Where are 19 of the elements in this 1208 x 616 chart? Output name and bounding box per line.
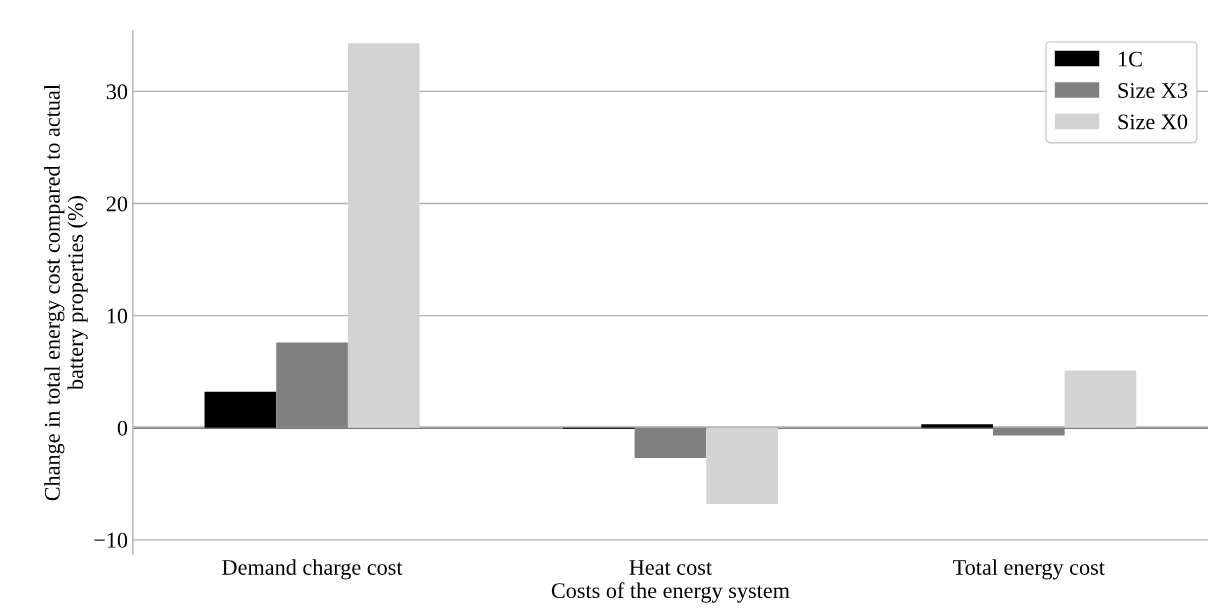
x-tick-label: Demand charge cost <box>222 559 403 580</box>
bar <box>634 427 707 458</box>
x-tick-label: Heat cost <box>629 560 712 575</box>
bar <box>706 427 778 504</box>
bar <box>1064 370 1137 428</box>
bar <box>347 43 420 428</box>
bar <box>276 342 348 428</box>
y-tick-label: 20 <box>106 196 128 212</box>
legend-label: 1C <box>1118 51 1142 67</box>
x-axis-title: Costs of the energy system <box>551 582 790 603</box>
y-tick-label: 10 <box>107 308 128 324</box>
bar <box>992 427 1065 436</box>
y-tick-label: −10 <box>94 532 128 548</box>
legend-label: Size X3 <box>1118 83 1188 98</box>
legend-label: Size X0 <box>1118 114 1188 130</box>
y-tick-label: 0 <box>117 420 128 436</box>
y-axis-title: Change in total energy cost compared to actual battery properties (%) <box>44 84 88 501</box>
y-tick-label: 30 <box>106 84 128 100</box>
x-tick-label: Total energy cost <box>953 559 1105 580</box>
